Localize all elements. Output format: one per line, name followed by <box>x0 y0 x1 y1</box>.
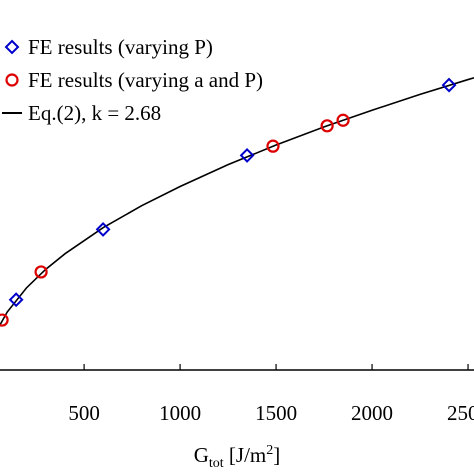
diamond-marker <box>8 292 24 308</box>
plot-area <box>0 76 474 327</box>
x-tick-label: 1500 <box>255 401 297 425</box>
legend: FE results (varying P) FE results (varyin… <box>2 35 263 125</box>
circle-marker <box>5 73 19 87</box>
x-ticks: 500 1000 1500 2000 2500 <box>68 364 474 425</box>
diamond-marker <box>441 77 457 93</box>
x-axis-label: Gtot [J/m2] <box>194 443 281 471</box>
diamond-marker <box>95 221 111 237</box>
circle-marker <box>320 119 334 133</box>
legend-label: FE results (varying a and P) <box>28 68 263 92</box>
fit-line <box>0 76 474 327</box>
circle-marker <box>0 313 9 327</box>
diamond-marker <box>4 39 20 55</box>
circle-marker <box>266 139 280 153</box>
x-tick-label: 2500 <box>447 401 474 425</box>
circle-marker <box>34 265 48 279</box>
x-tick-label: 500 <box>68 401 100 425</box>
legend-label: FE results (varying P) <box>28 35 213 59</box>
diamond-marker <box>239 147 255 163</box>
legend-label: Eq.(2), k = 2.68 <box>28 101 161 125</box>
x-tick-label: 1000 <box>159 401 201 425</box>
x-tick-label: 2000 <box>351 401 393 425</box>
circle-marker <box>336 113 350 127</box>
